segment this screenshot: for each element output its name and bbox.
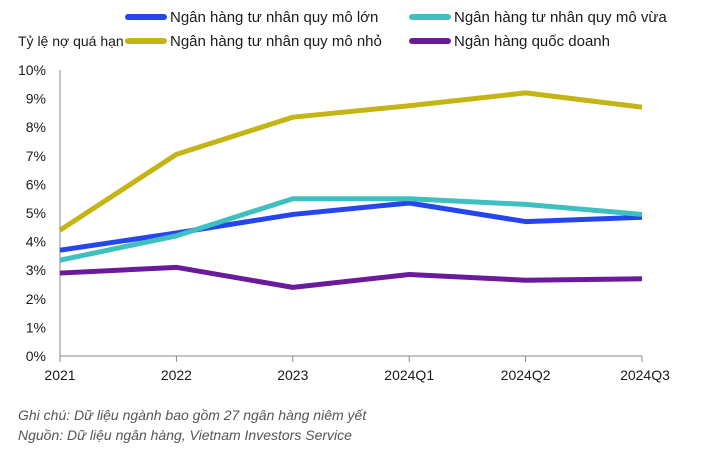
series-line-4 [59, 264, 643, 290]
note-text: Ghi chú: Dữ liệu ngành bao gồm 27 ngân h… [18, 407, 367, 423]
y-axis-label: Tỷ lệ nợ quá hạn [18, 33, 124, 49]
x-tick-label: 2024Q3 [620, 367, 670, 383]
y-tick-label: 6% [26, 176, 46, 192]
y-tick-label: 3% [26, 262, 46, 278]
y-tick-label: 1% [26, 319, 46, 335]
series-line-3 [58, 90, 643, 233]
x-tick-label: 2024Q1 [384, 367, 434, 383]
series-line-1 [59, 200, 643, 253]
x-tick-label: 2021 [44, 367, 75, 383]
x-axis: 2021 2022 2023 2024Q1 2024Q2 2024Q3 [44, 70, 670, 383]
series-lines [58, 90, 643, 290]
y-tick-label: 8% [26, 119, 46, 135]
source-text: Nguồn: Dữ liệu ngân hàng, Vietnam Invest… [18, 427, 352, 443]
legend-label: Ngân hàng tư nhân quy mô lớn [170, 9, 378, 26]
series-line-2 [59, 196, 643, 263]
y-tick-label: 10% [18, 62, 46, 78]
y-tick-label: 7% [26, 148, 46, 164]
chart-notes: Ghi chú: Dữ liệu ngành bao gồm 27 ngân h… [18, 405, 366, 445]
legend-label: Ngân hàng tư nhân quy mô vừa [454, 9, 667, 26]
y-tick-label: 0% [26, 348, 46, 364]
x-tick-label: 2023 [277, 367, 308, 383]
y-tick-label: 5% [26, 205, 46, 221]
chart-legend: Ngân hàng tư nhân quy mô lớn Ngân hàng tư… [125, 9, 667, 50]
y-tick-label: 2% [26, 291, 46, 307]
legend-label: Ngân hàng quốc doanh [454, 33, 610, 50]
y-tick-label: 9% [26, 91, 46, 107]
legend-label: Ngân hàng tư nhân quy mô nhỏ [170, 33, 382, 50]
x-tick-label: 2024Q2 [501, 367, 551, 383]
y-tick-label: 4% [26, 234, 46, 250]
x-tick-label: 2022 [161, 367, 192, 383]
y-axis-ticks: 0% 1% 2% 3% 4% 5% 6% 7% 8% 9% 10% [18, 62, 46, 364]
